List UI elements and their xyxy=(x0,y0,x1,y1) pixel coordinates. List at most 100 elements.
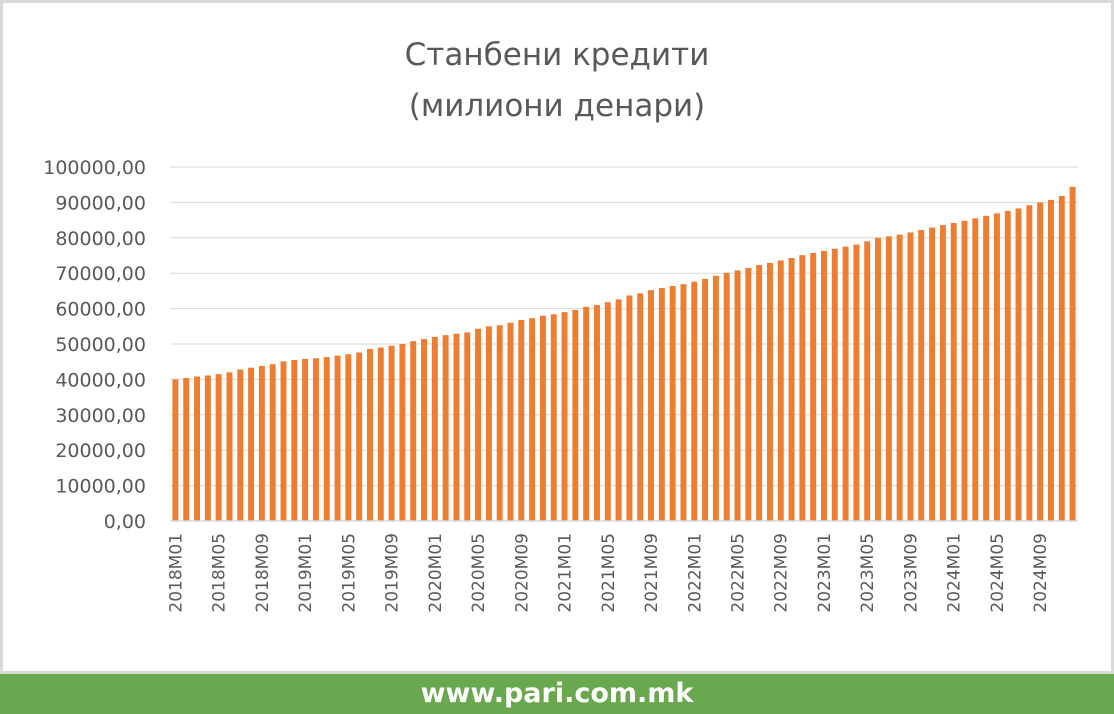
bar xyxy=(918,230,925,521)
chart-title: Станбени кредити (милиони денари) xyxy=(0,30,1114,132)
bar xyxy=(172,379,179,521)
bar xyxy=(572,310,579,521)
bar xyxy=(745,267,752,521)
x-tick-label: 2023M09 xyxy=(902,533,922,613)
x-tick-label: 2019M05 xyxy=(339,533,359,613)
x-tick-label: 2019M09 xyxy=(383,533,403,613)
bar xyxy=(594,305,600,521)
bar xyxy=(777,260,784,521)
bar xyxy=(875,237,881,522)
bar xyxy=(464,332,471,521)
y-tick-label: 90000,00 xyxy=(55,192,146,214)
bar xyxy=(939,225,946,521)
x-tick-label: 2022M09 xyxy=(772,533,792,613)
x-tick-label: 2020M01 xyxy=(426,533,446,613)
bar xyxy=(1026,205,1033,522)
x-tick-label: 2019M01 xyxy=(296,533,316,613)
x-tick-label: 2022M05 xyxy=(729,533,749,613)
bar xyxy=(993,213,1000,521)
bar xyxy=(853,244,860,521)
y-tick-label: 50000,00 xyxy=(55,334,146,356)
bar xyxy=(1048,199,1054,522)
y-tick-label: 20000,00 xyxy=(55,440,146,462)
bar xyxy=(1037,202,1044,521)
bar xyxy=(258,365,265,521)
x-tick-label: 2023M01 xyxy=(815,533,835,613)
bar xyxy=(658,288,665,521)
bar xyxy=(345,354,352,521)
bar xyxy=(821,250,827,521)
bar xyxy=(431,336,438,521)
bar xyxy=(766,262,773,521)
bar xyxy=(983,215,990,521)
bar xyxy=(799,255,806,521)
bar xyxy=(604,302,611,521)
bar xyxy=(972,218,979,521)
bar xyxy=(529,318,536,521)
bar xyxy=(1004,210,1011,521)
x-axis-ticks: 2018M01 2018M05 2018M09 2019M01 2019M05 2019M… xyxy=(166,533,1051,613)
bar xyxy=(312,358,319,521)
chart-title-line2: (милиони денари) xyxy=(408,88,706,124)
bar xyxy=(518,319,525,521)
bar xyxy=(204,375,211,521)
bar xyxy=(907,232,914,522)
bar xyxy=(864,241,871,521)
bar xyxy=(896,234,903,522)
bar xyxy=(1069,186,1076,521)
bar xyxy=(388,345,395,521)
bar xyxy=(734,270,741,521)
grid-lines xyxy=(170,166,1078,487)
bar xyxy=(691,281,698,521)
bar xyxy=(237,369,244,521)
bar xyxy=(367,348,373,521)
x-tick-label: 2021M05 xyxy=(599,533,619,613)
bar xyxy=(842,246,849,521)
bar xyxy=(442,335,449,521)
bar xyxy=(280,361,287,521)
y-axis-ticks: 0,00 10000,00 20000,00 30000,00 40000,00 5000… xyxy=(43,157,146,533)
x-tick-label: 2024M05 xyxy=(988,533,1008,613)
chart-frame xyxy=(0,0,1114,674)
bar xyxy=(950,222,957,521)
bar xyxy=(302,358,309,521)
bar xyxy=(929,227,936,521)
bar xyxy=(680,284,687,521)
bar xyxy=(712,275,719,521)
x-tick-label: 2024M09 xyxy=(1031,533,1051,613)
bar xyxy=(648,290,654,521)
bar xyxy=(583,306,590,521)
bar xyxy=(183,377,190,521)
chart-title-line1: Станбени кредити xyxy=(404,37,710,73)
bar xyxy=(615,299,622,521)
bar xyxy=(269,364,276,521)
bar xyxy=(475,328,482,521)
bar xyxy=(399,344,406,521)
x-tick-label: 2021M09 xyxy=(642,533,662,613)
bar xyxy=(550,314,557,521)
bar xyxy=(215,374,222,521)
x-tick-label: 2020M05 xyxy=(469,533,489,613)
bar xyxy=(831,248,838,521)
bar xyxy=(885,236,892,521)
bar xyxy=(248,367,255,521)
bar xyxy=(226,372,233,521)
bar xyxy=(723,272,730,521)
footer-banner: www.pari.com.mk xyxy=(0,674,1114,714)
bar xyxy=(410,341,417,521)
y-tick-label: 80000,00 xyxy=(55,228,146,250)
bar xyxy=(961,220,968,521)
bars xyxy=(172,186,1076,522)
x-tick-label: 2020M09 xyxy=(512,533,532,613)
bar xyxy=(539,315,546,521)
footer-url: www.pari.com.mk xyxy=(420,678,694,709)
x-tick-label: 2024M01 xyxy=(945,533,965,613)
y-tick-label: 60000,00 xyxy=(55,299,146,321)
bar xyxy=(453,333,460,521)
bar xyxy=(561,312,568,521)
x-tick-label: 2018M09 xyxy=(253,533,273,613)
bar xyxy=(377,347,384,521)
x-tick-label: 2018M05 xyxy=(210,533,230,613)
x-tick-label: 2023M05 xyxy=(858,533,878,613)
